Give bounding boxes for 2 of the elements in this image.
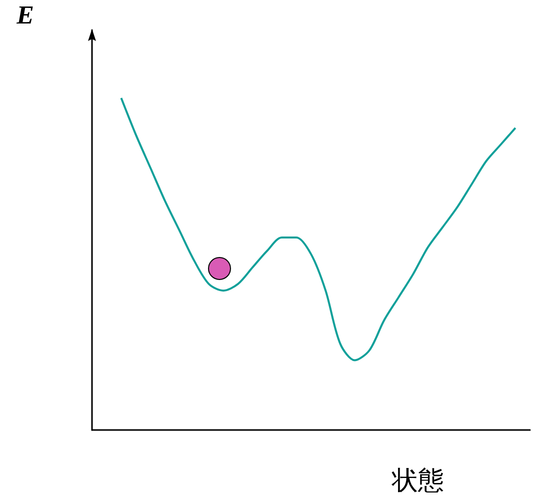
x-axis-title: 状態 xyxy=(391,466,444,496)
y-axis-title: E xyxy=(16,0,34,30)
